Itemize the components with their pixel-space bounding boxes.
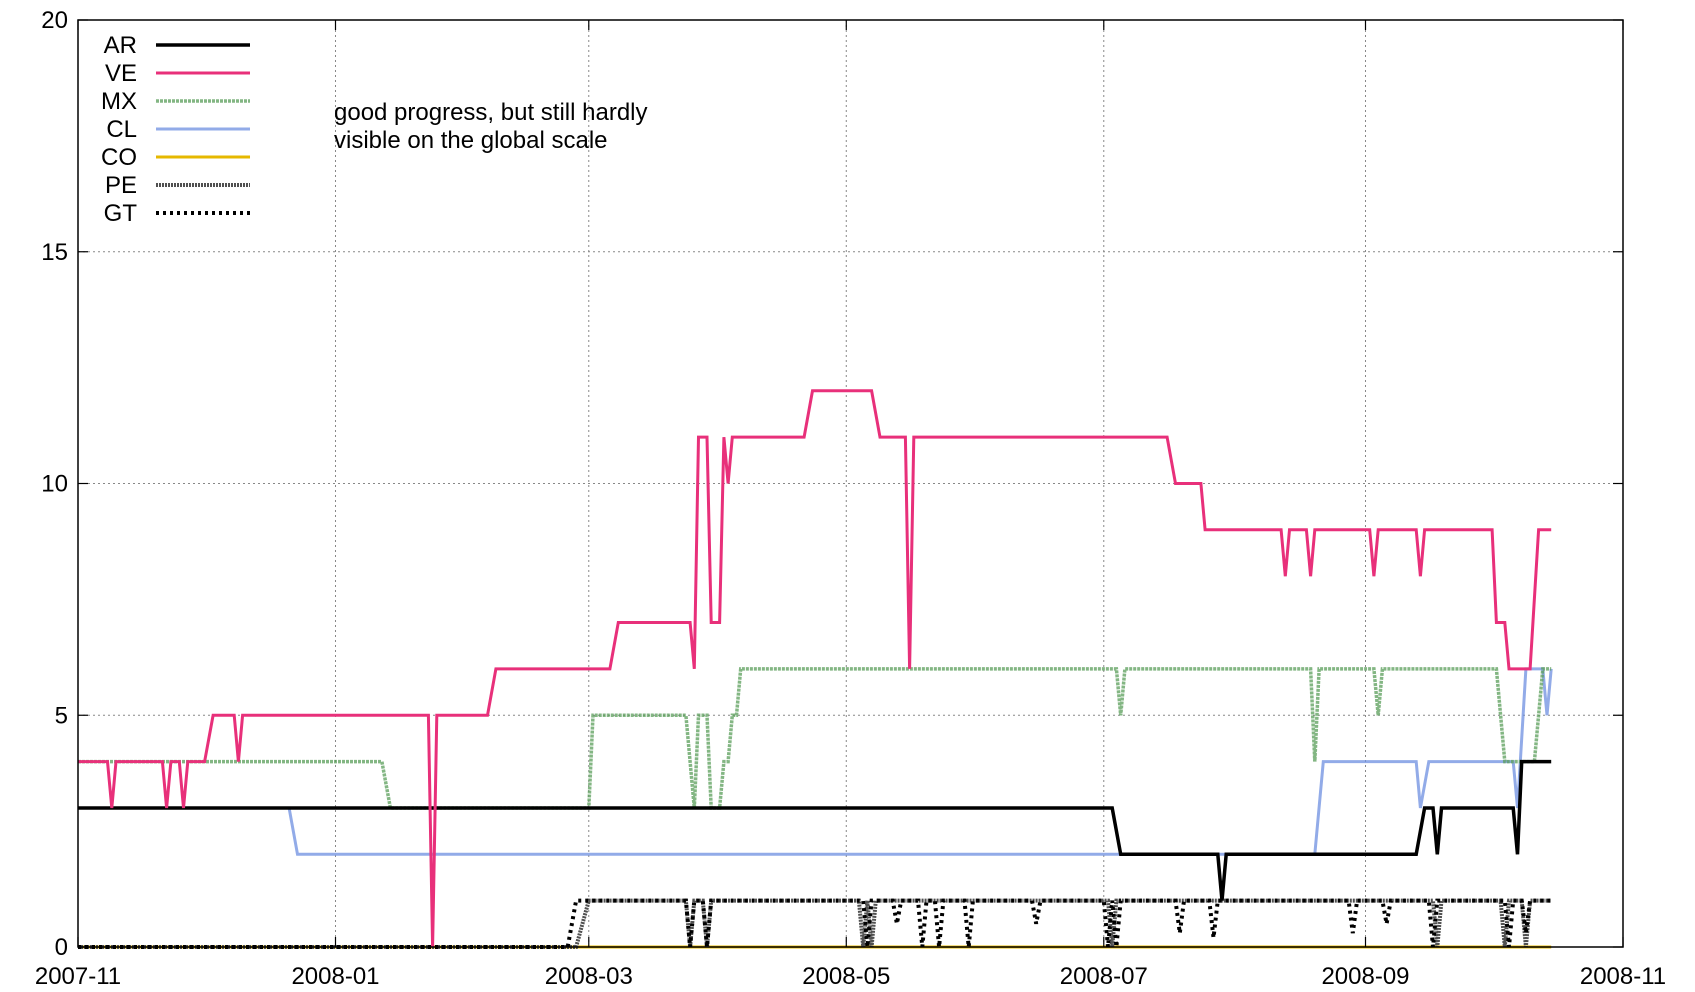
series-lines — [78, 389, 1553, 949]
series-line-gt — [78, 898, 1552, 949]
annotation-line-1: good progress, but still hardly — [334, 99, 648, 126]
axis-ticks: 0 5 10 15 20 2007-11 2008-01 2008-03 2008-05 2008… — [35, 7, 1666, 990]
legend-label-ve: VE — [105, 60, 137, 87]
legend-label-pe: PE — [105, 172, 137, 199]
x-tick-label: 2008-01 — [291, 963, 379, 990]
series-line-mx — [78, 667, 1552, 810]
y-tick-label: 10 — [41, 471, 68, 498]
y-tick-label: 15 — [41, 239, 68, 266]
x-tick-label: 2008-07 — [1060, 963, 1148, 990]
legend-label-co: CO — [101, 144, 137, 171]
y-tick-label: 5 — [55, 702, 68, 729]
y-tick-label: 20 — [41, 7, 68, 34]
annotation-line-2: visible on the global scale — [334, 127, 608, 154]
legend-label-cl: CL — [106, 116, 137, 143]
x-tick-label: 2007-11 — [35, 963, 121, 990]
series-line-cl — [78, 667, 1553, 856]
legend-label-ar: AR — [104, 32, 137, 59]
y-tick-label: 0 — [55, 934, 68, 961]
legend-label-gt: GT — [104, 200, 138, 227]
x-tick-label: 2008-03 — [545, 963, 633, 990]
series-line-ve — [78, 389, 1552, 948]
x-tick-label: 2008-11 — [1580, 963, 1666, 990]
series-line-ar — [78, 759, 1552, 901]
legend-label-mx: MX — [101, 88, 137, 115]
x-tick-label: 2008-09 — [1321, 963, 1409, 990]
x-tick-label: 2008-05 — [802, 963, 890, 990]
